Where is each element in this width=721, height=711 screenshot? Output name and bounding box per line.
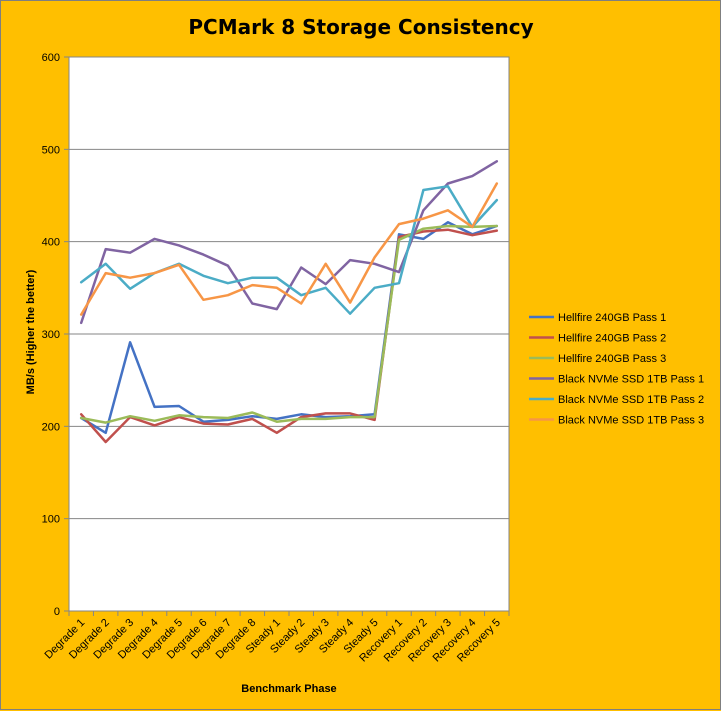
y-tick-label: 100 bbox=[42, 514, 60, 526]
legend-label: Black NVMe SSD 1TB Pass 2 bbox=[558, 394, 704, 406]
y-tick-label: 200 bbox=[42, 421, 60, 433]
series-line-3 bbox=[79, 224, 499, 424]
y-axis-ticks: 0 100 200 300 400 500 600 bbox=[42, 52, 69, 618]
series-line-1 bbox=[79, 221, 499, 435]
y-tick-label: 600 bbox=[42, 52, 60, 64]
series-line-2 bbox=[79, 228, 499, 444]
legend-label: Hellfire 240GB Pass 2 bbox=[558, 333, 666, 345]
series-line-6 bbox=[79, 182, 499, 316]
gridlines bbox=[69, 56, 509, 520]
legend-label: Hellfire 240GB Pass 3 bbox=[558, 353, 666, 365]
series-lines bbox=[79, 160, 499, 444]
legend-label: Black NVMe SSD 1TB Pass 1 bbox=[558, 374, 704, 386]
legend-label: Black NVMe SSD 1TB Pass 3 bbox=[558, 415, 704, 427]
series-line-5 bbox=[79, 185, 499, 315]
y-tick-label: 500 bbox=[42, 144, 60, 156]
y-tick-label: 0 bbox=[54, 606, 60, 618]
legend-label: Hellfire 240GB Pass 1 bbox=[558, 312, 666, 324]
y-axis-label: MB/s (Higher the better) bbox=[25, 269, 37, 394]
chart-title: PCMark 8 Storage Consistency bbox=[188, 15, 533, 39]
y-tick-label: 400 bbox=[42, 237, 60, 249]
y-tick-label: 300 bbox=[42, 329, 60, 341]
series-line-4 bbox=[79, 160, 499, 325]
legend: Hellfire 240GB Pass 1 Hellfire 240GB Pass… bbox=[529, 312, 704, 427]
x-axis-label: Benchmark Phase bbox=[241, 683, 336, 695]
